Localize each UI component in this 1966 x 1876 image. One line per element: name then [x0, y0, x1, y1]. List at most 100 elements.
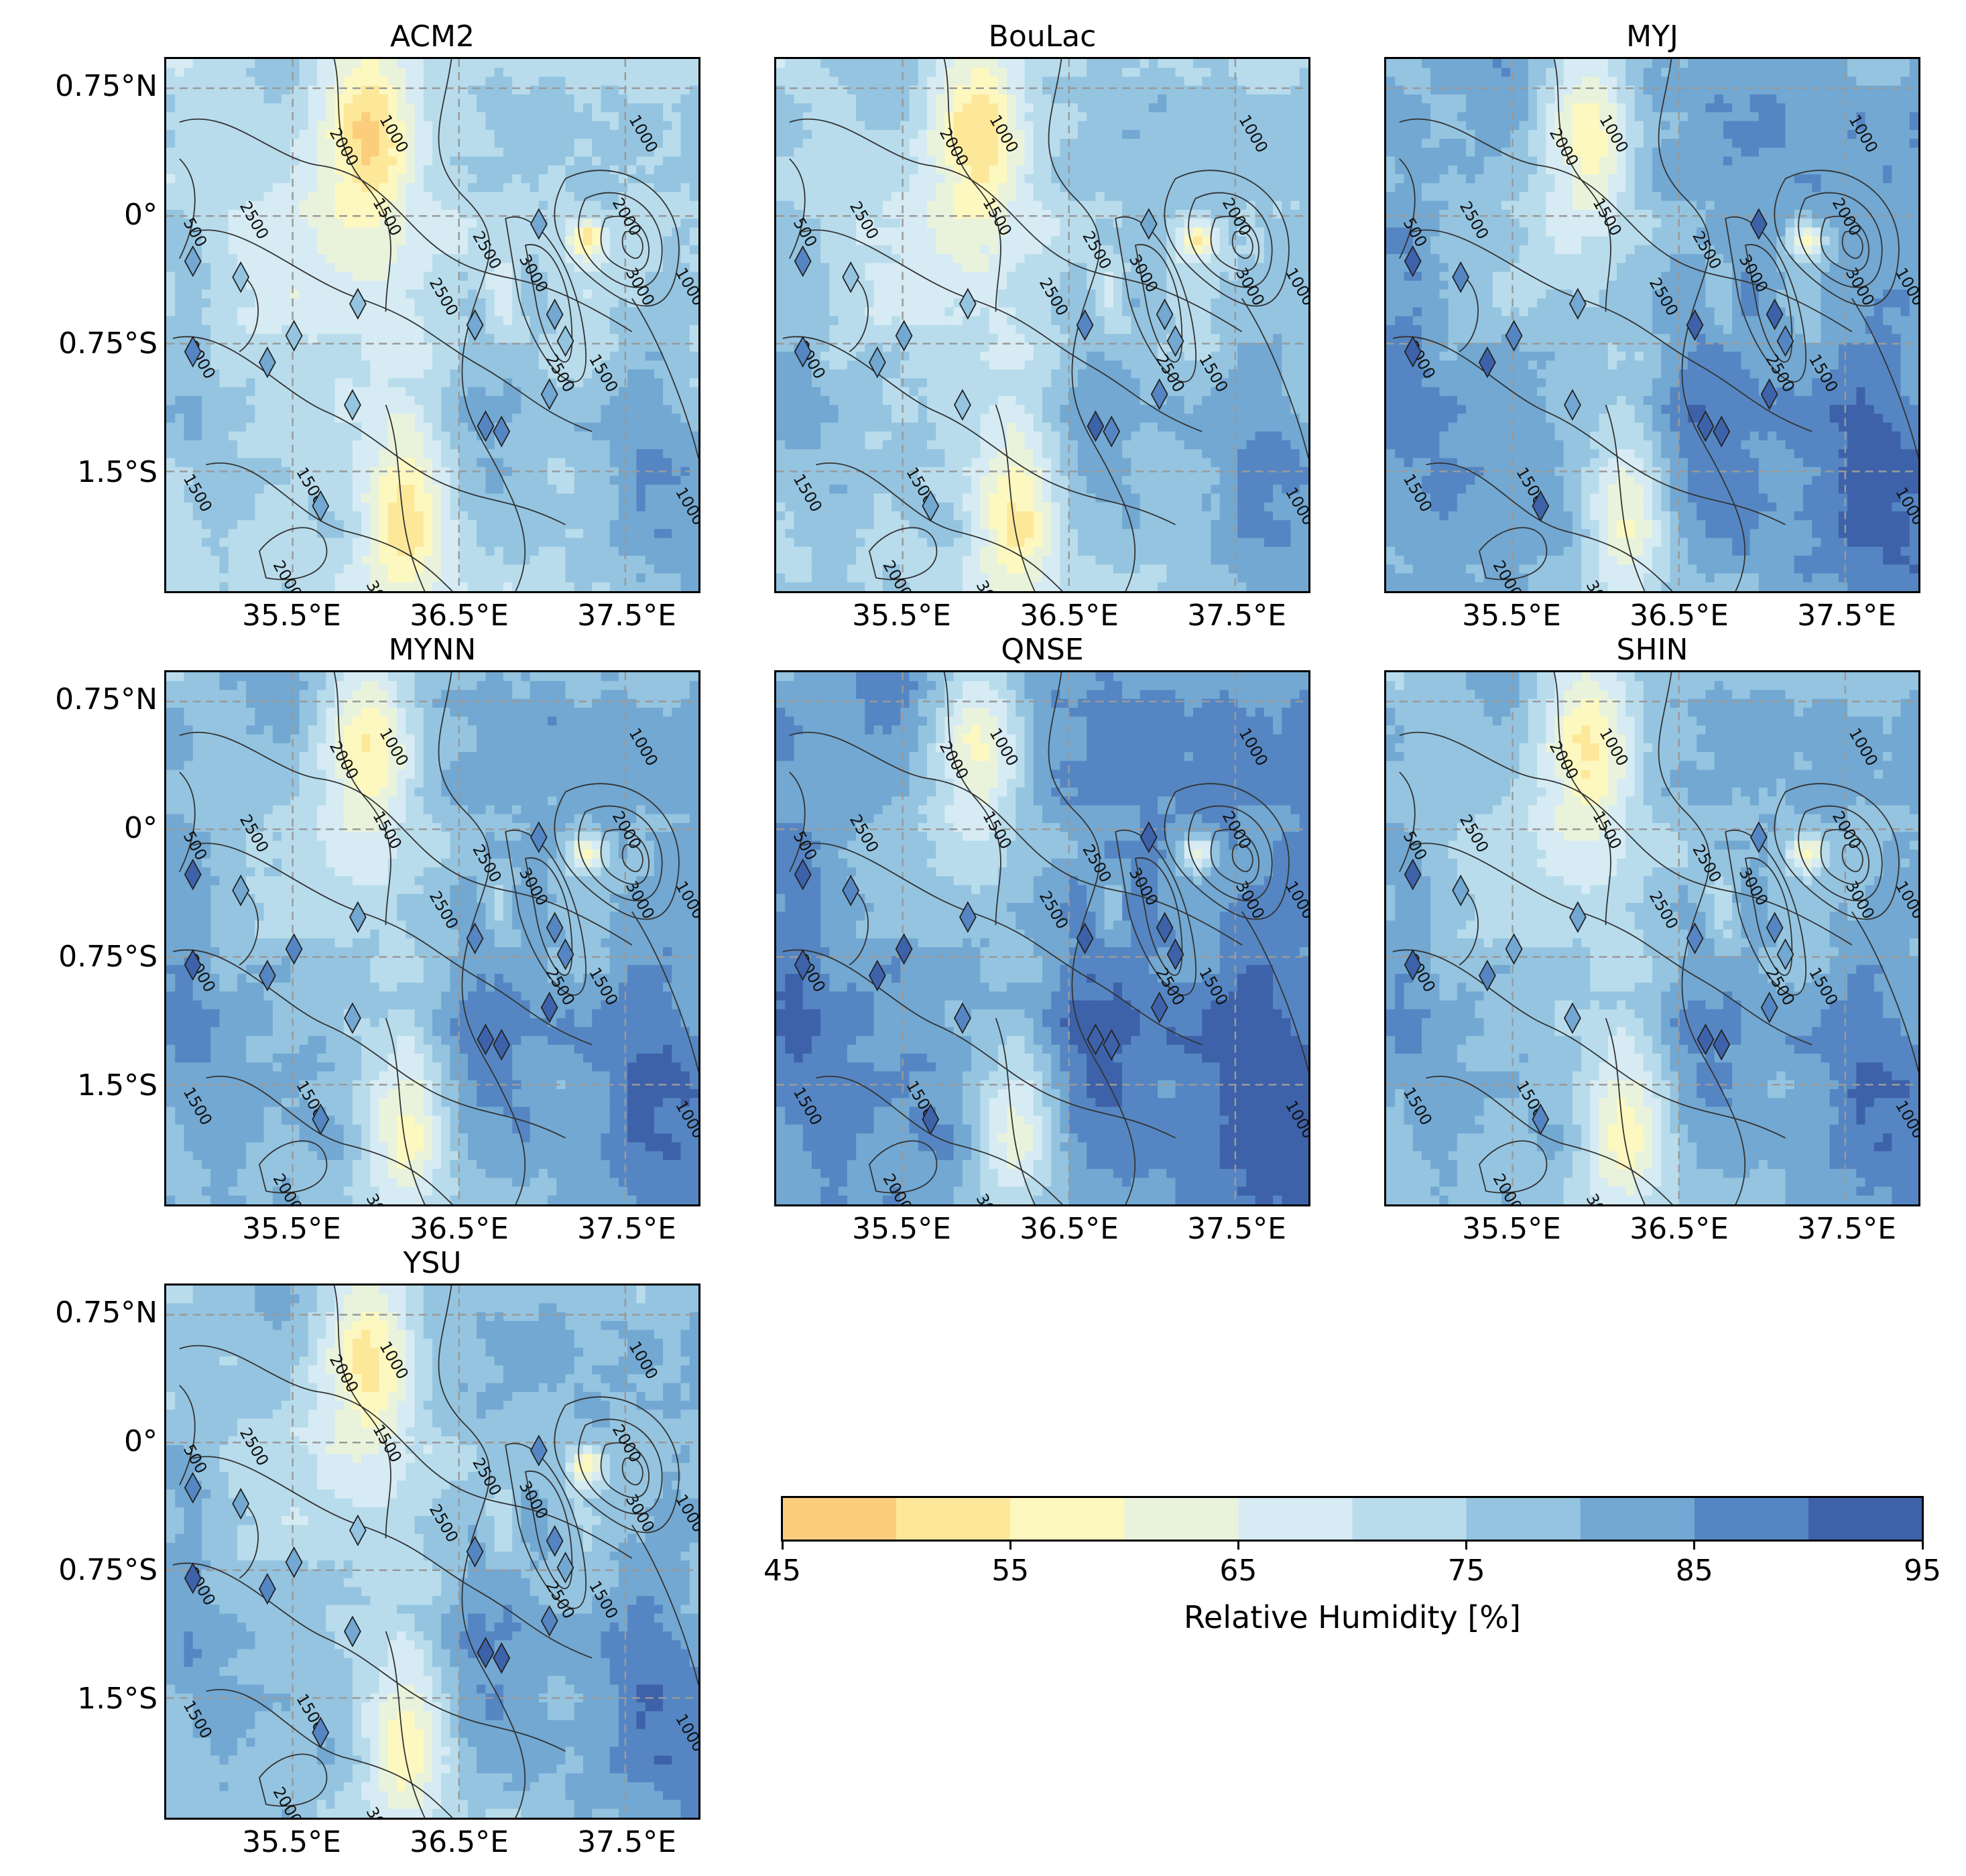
map-panel-acm2: 2500 500 2000 1000 1500 2500 2500 3000 2000 3000 1…: [164, 57, 700, 593]
station-marker: [349, 901, 367, 933]
lon-tick-label: 35.5°E: [835, 599, 969, 633]
map-panel-shin: 2500 500 2000 1000 1500 2500 2500 3000 2000 3000 1…: [1384, 670, 1920, 1206]
station-marker: [1697, 1023, 1715, 1056]
station-marker: [546, 298, 564, 330]
station-marker: [466, 922, 484, 954]
station-marker: [794, 948, 812, 981]
station-marker: [1140, 821, 1158, 853]
lon-tick-label: 37.5°E: [560, 1825, 694, 1859]
station-marker: [1404, 948, 1422, 981]
colorbar-swatches: [781, 1496, 1924, 1542]
station-marker: [1156, 912, 1174, 944]
lon-tick-label: 36.5°E: [1002, 1212, 1136, 1246]
station-marker: [184, 1472, 202, 1504]
station-marker: [1076, 922, 1094, 954]
station-marker: [556, 325, 574, 357]
station-marker: [794, 245, 812, 277]
station-marker: [1505, 320, 1523, 352]
station-marker: [842, 874, 860, 907]
lon-tick-label: 35.5°E: [225, 1825, 359, 1859]
station-marker: [1452, 874, 1470, 907]
station-marker: [312, 1716, 330, 1749]
station-marker: [1087, 410, 1105, 442]
station-marker: [232, 1487, 250, 1520]
station-marker: [493, 1029, 511, 1061]
lat-tick-label: 1.5°S: [3, 1068, 158, 1103]
lon-tick-label: 36.5°E: [392, 1212, 526, 1246]
lat-tick-label: 1.5°S: [3, 1682, 158, 1716]
elevation-contours: [1392, 672, 1918, 1204]
station-marker: [1686, 922, 1704, 954]
station-marker: [477, 410, 495, 442]
station-marker: [556, 938, 574, 971]
station-marker: [1569, 288, 1587, 320]
station-marker: [1749, 821, 1768, 853]
colorbar-tick-label: 45: [742, 1554, 822, 1588]
station-marker: [258, 959, 276, 992]
station-marker: [1686, 309, 1704, 341]
station-markers: [794, 208, 1184, 522]
station-marker: [556, 1552, 574, 1584]
colorbar-segment: [1580, 1497, 1695, 1540]
colorbar-tick-label: 75: [1426, 1554, 1507, 1588]
map-panel-qnse: 2500 500 2000 1000 1500 2500 2500 3000 2000 3000 1…: [774, 670, 1310, 1206]
lon-tick-label: 35.5°E: [1445, 599, 1579, 633]
panel-title: YSU: [164, 1246, 700, 1280]
station-marker: [1166, 325, 1184, 357]
station-marker: [312, 1103, 330, 1135]
station-marker: [1766, 298, 1784, 330]
station-marker: [1478, 346, 1496, 379]
lon-tick-label: 36.5°E: [392, 599, 526, 633]
elevation-contours: [172, 1286, 698, 1818]
station-marker: [868, 959, 886, 992]
station-marker: [477, 1637, 495, 1669]
elevation-contours: [172, 672, 698, 1204]
colorbar: [781, 1496, 1924, 1542]
lat-tick-label: 0.75°N: [3, 1296, 158, 1330]
station-marker: [285, 1546, 303, 1578]
station-marker: [1697, 410, 1715, 442]
colorbar-tick-mark: [1465, 1542, 1468, 1550]
station-markers: [184, 1434, 574, 1749]
colorbar-title: Relative Humidity [%]: [781, 1599, 1924, 1635]
station-marker: [922, 1103, 940, 1135]
station-marker: [1166, 938, 1184, 971]
station-marker: [1532, 490, 1550, 522]
lat-tick-label: 0.75°S: [3, 326, 158, 361]
station-marker: [546, 1525, 564, 1557]
station-marker: [1087, 1023, 1105, 1056]
station-markers: [184, 821, 574, 1135]
station-marker: [1150, 991, 1168, 1023]
station-marker: [868, 346, 886, 379]
station-marker: [794, 335, 812, 368]
station-marker: [184, 1562, 202, 1594]
lat-tick-label: 0.75°N: [3, 682, 158, 716]
station-marker: [184, 245, 202, 277]
map-panel-mynn: 2500 500 2000 1000 1500 2500 2500 3000 2000 3000 1…: [164, 670, 700, 1206]
station-marker: [184, 948, 202, 981]
panel-title: ACM2: [164, 19, 700, 54]
station-marker: [895, 933, 913, 965]
lon-tick-label: 35.5°E: [835, 1212, 969, 1246]
map-panel-boulac: 2500 500 2000 1000 1500 2500 2500 3000 2000 3000 1…: [774, 57, 1310, 593]
colorbar-segment: [896, 1497, 1011, 1540]
station-marker: [1404, 335, 1422, 368]
graticule: [166, 672, 698, 1204]
station-marker: [466, 1536, 484, 1568]
station-marker: [312, 490, 330, 522]
station-marker: [184, 859, 202, 891]
station-marker: [1563, 1002, 1581, 1034]
station-marker: [1404, 245, 1422, 277]
panel-title: BouLac: [774, 19, 1310, 54]
colorbar-segment: [1352, 1497, 1467, 1540]
station-marker: [349, 1514, 367, 1546]
station-marker: [349, 288, 367, 320]
lat-tick-label: 0.75°S: [3, 940, 158, 974]
station-marker: [959, 288, 977, 320]
station-marker: [1760, 378, 1778, 410]
lon-tick-label: 36.5°E: [392, 1825, 526, 1859]
